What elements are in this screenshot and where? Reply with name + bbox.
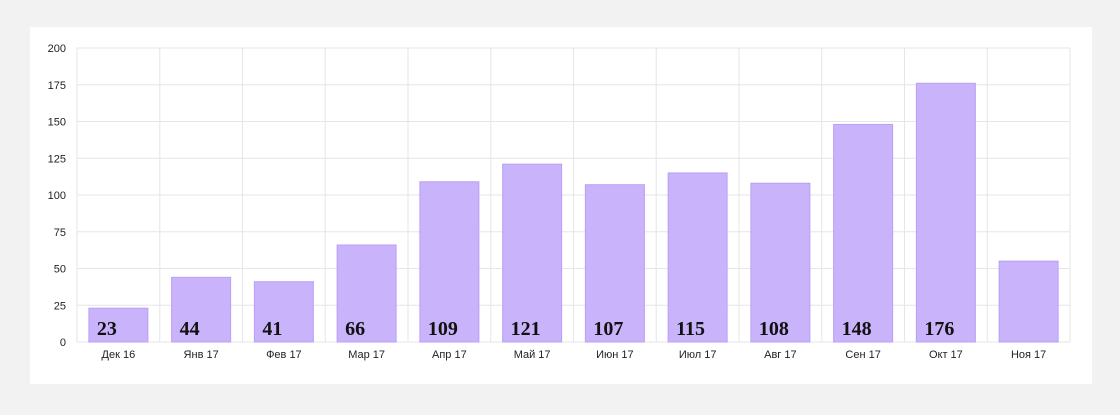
x-tick-label: Июл 17 [679,349,717,361]
data-label: 109 [428,318,458,340]
bar [998,260,1059,343]
bar [336,244,397,343]
data-label: 66 [345,318,365,340]
y-tick-label: 125 [48,153,66,165]
bar [584,184,645,343]
x-tick-label: Авг 17 [764,349,796,361]
y-tick-label: 75 [54,227,66,239]
y-tick-label: 50 [54,264,66,276]
y-tick-label: 100 [48,190,66,202]
x-tick-label: Окт 17 [929,349,963,361]
chart-card: 0 25 50 75 100 125 150 175 200 23 Дек 16 44 Янв 17 41… [30,27,1092,384]
y-tick-label: 200 [48,43,66,55]
x-tick-label: Сен 17 [845,349,880,361]
x-tick-label: Ноя 17 [1011,349,1046,361]
x-tick-label: Июн 17 [596,349,634,361]
y-tick-label: 0 [60,337,66,349]
bar [750,182,811,343]
data-label: 41 [262,318,282,340]
x-tick-label: Апр 17 [432,349,467,361]
bar [88,307,149,343]
bar-chart: 0 25 50 75 100 125 150 175 200 23 Дек 16 44 Янв 17 41… [48,43,1071,361]
bar [667,172,728,343]
x-tick-label: Мар 17 [348,349,385,361]
data-label: 44 [180,318,200,340]
bar [833,123,894,343]
data-label: 176 [924,318,954,340]
data-label: 107 [593,318,623,340]
data-label: 148 [842,318,872,340]
y-tick-label: 25 [54,300,66,312]
bar [253,281,314,343]
data-label: 115 [676,318,705,340]
x-tick-label: Фев 17 [266,349,302,361]
data-label: 23 [97,318,117,340]
data-label: 108 [759,318,789,340]
bar [915,82,976,343]
x-tick-label: Май 17 [514,349,551,361]
x-tick-label: Дек 16 [102,349,136,361]
y-tick-label: 175 [48,80,66,92]
y-tick-label: 150 [48,117,66,129]
bar [419,181,480,343]
x-tick-label: Янв 17 [184,349,219,361]
bar [171,276,232,343]
bar [502,163,563,343]
data-label: 121 [511,318,541,340]
